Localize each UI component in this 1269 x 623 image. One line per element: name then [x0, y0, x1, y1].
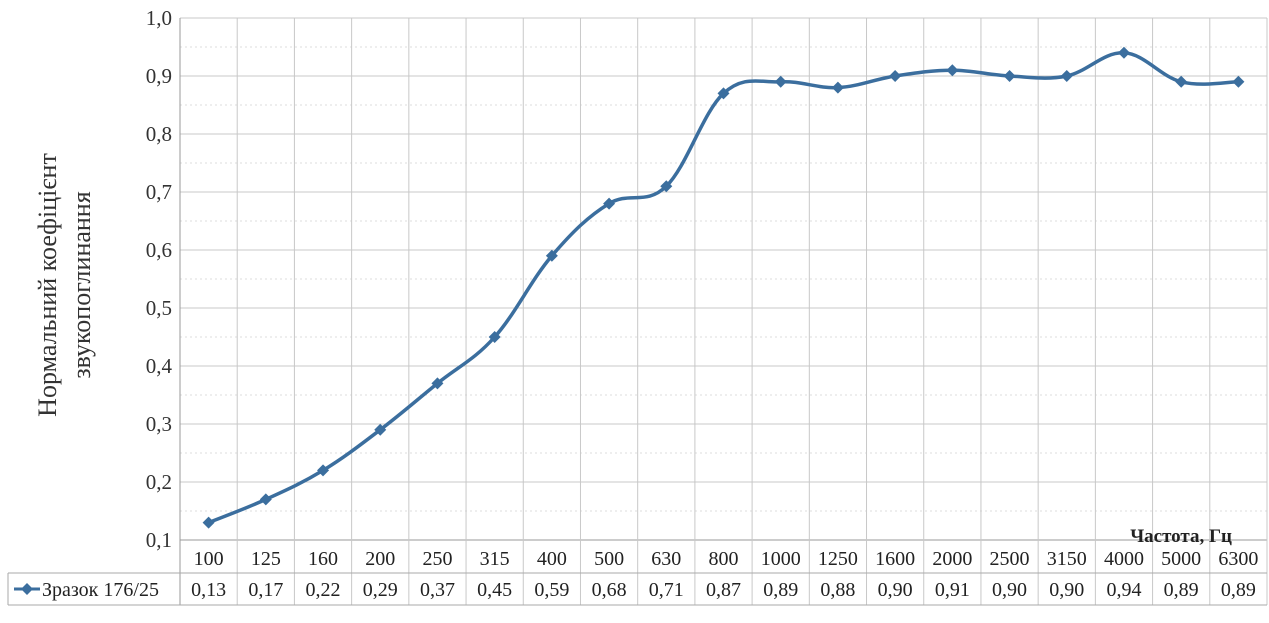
- y-tick-label: 0,8: [146, 122, 172, 146]
- data-value-label: 0,17: [248, 579, 283, 601]
- y-tick-label: 0,9: [146, 64, 172, 88]
- x-tick-label: 160: [308, 548, 338, 570]
- data-point: [1232, 76, 1244, 88]
- data-point: [1061, 70, 1073, 82]
- x-tick-label: 630: [651, 548, 681, 570]
- x-tick-label: 1600: [875, 548, 915, 570]
- grid: [180, 18, 1267, 605]
- x-tick-label: 2000: [932, 548, 972, 570]
- data-value-label: 0,68: [592, 579, 627, 601]
- legend-marker: [21, 583, 33, 595]
- data-value-label: 0,89: [763, 579, 798, 601]
- y-tick-label: 0,6: [146, 238, 172, 262]
- data-value-label: 0,22: [306, 579, 341, 601]
- data-value-label: 0,90: [992, 579, 1027, 601]
- data-point: [203, 517, 215, 529]
- data-point: [946, 64, 958, 76]
- x-tick-label: 3150: [1047, 548, 1087, 570]
- data-value-label: 0,29: [363, 579, 398, 601]
- y-axis-label-line-2: звукопоглинання: [67, 191, 96, 378]
- data-value-label: 0,94: [1106, 579, 1141, 601]
- data-value-label: 0,89: [1221, 579, 1256, 601]
- y-tick-label: 0,7: [146, 180, 172, 204]
- data-point: [1004, 70, 1016, 82]
- x-tick-label: 500: [594, 548, 624, 570]
- x-tick-label: 1000: [761, 548, 801, 570]
- y-tick-label: 1,0: [146, 6, 172, 30]
- data-value-label: 0,59: [534, 579, 569, 601]
- legend-series-name: Зразок 176/25: [42, 579, 159, 601]
- data-value-label: 0,13: [191, 579, 226, 601]
- x-tick-label: 800: [709, 548, 739, 570]
- y-axis-ticks: 0,1 0,2 0,3 0,4 0,5 0,6 0,7 0,8 0,9 1,0: [146, 6, 173, 552]
- data-value-label: 0,89: [1164, 579, 1199, 601]
- x-tick-label: 250: [422, 548, 452, 570]
- y-tick-label: 0,1: [146, 528, 172, 552]
- data-value-label: 0,45: [477, 579, 512, 601]
- x-tick-label: 5000: [1161, 548, 1201, 570]
- x-tick-label: 400: [537, 548, 567, 570]
- x-tick-label: 100: [194, 548, 224, 570]
- x-axis-label: Частота, Гц: [1130, 526, 1232, 547]
- data-value-label: 0,91: [935, 579, 970, 601]
- x-tick-label: 4000: [1104, 548, 1144, 570]
- data-point: [889, 70, 901, 82]
- series-line: [209, 53, 1239, 523]
- x-tick-label: 200: [365, 548, 395, 570]
- data-value-label: 0,90: [878, 579, 913, 601]
- x-tick-label: 125: [251, 548, 281, 570]
- data-point: [832, 82, 844, 94]
- y-tick-label: 0,2: [146, 470, 172, 494]
- x-tick-label: 2500: [990, 548, 1030, 570]
- data-point: [260, 493, 272, 505]
- y-tick-label: 0,3: [146, 412, 172, 436]
- x-tick-label: 1250: [818, 548, 858, 570]
- data-value-label: 0,87: [706, 579, 741, 601]
- data-value-label: 0,90: [1049, 579, 1084, 601]
- y-axis-label-line-1: Нормальний коефіцієнт: [33, 153, 62, 417]
- data-point: [1175, 76, 1187, 88]
- data-value-label: 0,71: [649, 579, 684, 601]
- y-tick-label: 0,4: [146, 354, 173, 378]
- data-value-label: 0,37: [420, 579, 455, 601]
- x-tick-label: 315: [480, 548, 510, 570]
- x-tick-label: 6300: [1218, 548, 1258, 570]
- series-layer: [203, 47, 1245, 529]
- data-point: [1118, 47, 1130, 59]
- y-tick-label: 0,5: [146, 296, 172, 320]
- data-point: [775, 76, 787, 88]
- data-value-label: 0,88: [820, 579, 855, 601]
